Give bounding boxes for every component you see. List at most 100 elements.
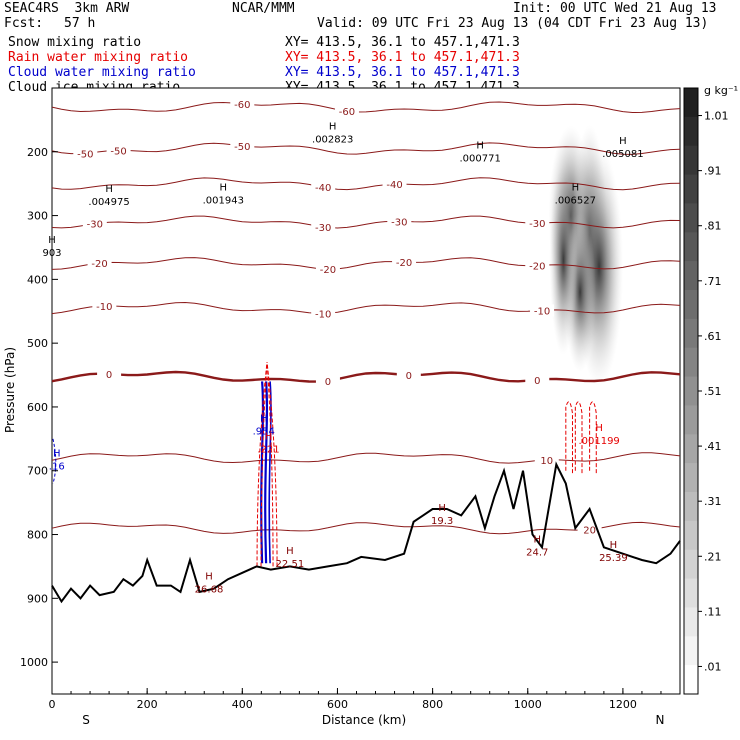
colorbar-label: .51 — [704, 385, 722, 398]
y-axis-label: Pressure (hPa) — [3, 347, 17, 433]
extremum-value: 19.3 — [431, 516, 453, 527]
colorbar-label: 1.01 — [704, 110, 729, 123]
isotherm-label-bg — [525, 217, 550, 230]
colorbar-segment — [684, 549, 698, 580]
isotherm-label: -30 — [87, 220, 103, 231]
y-tick-label: 400 — [27, 273, 48, 286]
isotherm-label: 0 — [534, 376, 540, 387]
colorbar-segment — [684, 174, 698, 204]
extremum-marker: H — [610, 540, 618, 551]
isotherm-label: -60 — [339, 107, 355, 118]
isotherm-label-bg — [525, 373, 550, 386]
extremum-marker: H — [205, 572, 213, 583]
colorbar-label: .11 — [704, 605, 722, 618]
colorbar-label: .41 — [704, 440, 722, 453]
x-tick-label: 0 — [49, 698, 56, 711]
extremum-value: .001943 — [203, 196, 244, 207]
cloud-water-contour — [260, 381, 265, 564]
colorbar-label: .91 — [704, 165, 722, 178]
snow-mixing-shading — [548, 124, 624, 387]
isotherm--40 — [51, 177, 681, 191]
extremum-marker: H — [265, 431, 273, 442]
extremum-value: .001199 — [578, 436, 619, 447]
isotherm-label: 10 — [540, 456, 553, 467]
colorbar-segment — [684, 607, 698, 637]
field-label-cloud-water: Cloud water mixing ratio — [8, 65, 196, 80]
colorbar-segment — [684, 434, 698, 464]
colorbar-segment — [684, 261, 698, 291]
y-tick-label: 500 — [27, 337, 48, 350]
cloud-water-contour — [264, 381, 269, 564]
isotherm-label: -20 — [529, 261, 545, 272]
isotherm-label: -10 — [96, 302, 112, 313]
isotherm-label-bg — [387, 215, 412, 228]
colorbar-segment — [684, 636, 698, 666]
isotherm-label: -20 — [320, 265, 336, 276]
isotherm-label-bg — [87, 256, 112, 269]
isotherm--60 — [51, 101, 681, 114]
isotherm-label: -40 — [315, 183, 331, 194]
colorbar-label: .01 — [704, 660, 722, 673]
isotherm-label: 0 — [325, 377, 331, 388]
isotherm-0 — [51, 370, 681, 383]
extremum-value: .006527 — [555, 196, 596, 207]
isotherm-label-bg — [97, 367, 122, 380]
forecast-label: Fcst: — [4, 16, 44, 31]
cloud-water-contour — [52, 438, 57, 484]
y-tick-label: 700 — [27, 465, 48, 478]
colorbar-segment — [684, 347, 698, 378]
rain-contour — [266, 362, 274, 567]
isotherm-label-bg — [311, 220, 336, 233]
extremum-marker: H — [595, 423, 603, 434]
model-name: SEAC4RS 3km ARW — [4, 1, 130, 16]
colorbar-segment — [684, 463, 698, 493]
field-xy-snow: XY= 413.5, 36.1 to 457.1,471.3 — [285, 35, 520, 50]
isotherm-label: -50 — [234, 142, 250, 153]
colorbar-segment — [684, 88, 698, 118]
rain-contour — [260, 362, 268, 567]
extremum-marker: H — [534, 535, 542, 546]
y-tick-label: 800 — [27, 529, 48, 542]
colorbar-segment — [684, 318, 698, 349]
field-label-rain: Rain water mixing ratio — [8, 50, 189, 65]
extremum-marker: H — [48, 235, 56, 246]
colorbar-label: .21 — [704, 550, 722, 563]
colorbar-segment — [684, 290, 698, 320]
isotherm-label-bg — [334, 105, 359, 118]
colorbar-segment — [684, 665, 698, 695]
colorbar-segment — [684, 145, 698, 176]
isotherm--50 — [51, 142, 681, 155]
x-tick-label: 400 — [232, 698, 253, 711]
isotherm--10 — [51, 301, 681, 315]
extremum-value: 24.7 — [526, 548, 548, 559]
extremum-marker: H — [476, 140, 484, 151]
x-tick-label: 1000 — [514, 698, 542, 711]
isotherm-label: -50 — [110, 146, 126, 157]
extremum-marker: H — [53, 449, 61, 460]
colorbar-segment — [684, 405, 698, 435]
colorbar-unit: g kg⁻¹ — [704, 84, 738, 97]
y-tick-label: 900 — [27, 592, 48, 605]
endpoint-right-label: N — [656, 713, 665, 727]
terrain-line — [51, 461, 681, 604]
field-xy-rain: XY= 413.5, 36.1 to 457.1,471.3 — [285, 50, 520, 65]
extremum-value: 22.51 — [276, 559, 305, 570]
isotherm-label-bg — [73, 147, 98, 160]
isotherm-label-bg — [311, 307, 336, 320]
isotherm-label-bg — [82, 217, 107, 230]
y-tick-label: 200 — [27, 146, 48, 159]
isotherm-label-bg — [530, 304, 555, 317]
isotherm-label: -20 — [91, 259, 107, 270]
isotherm-label: -20 — [396, 258, 412, 269]
colorbar-segment — [684, 578, 698, 608]
extremum-marker: H — [260, 413, 268, 424]
rain-contour — [565, 401, 573, 474]
isotherm--20 — [51, 257, 681, 270]
extremum-value: .004975 — [88, 197, 129, 208]
y-tick-label: 300 — [27, 210, 48, 223]
extremum-marker: H — [619, 136, 627, 147]
x-tick-label: 800 — [422, 698, 443, 711]
isotherm-label-bg — [534, 453, 559, 466]
isotherm-label-bg — [525, 259, 550, 272]
